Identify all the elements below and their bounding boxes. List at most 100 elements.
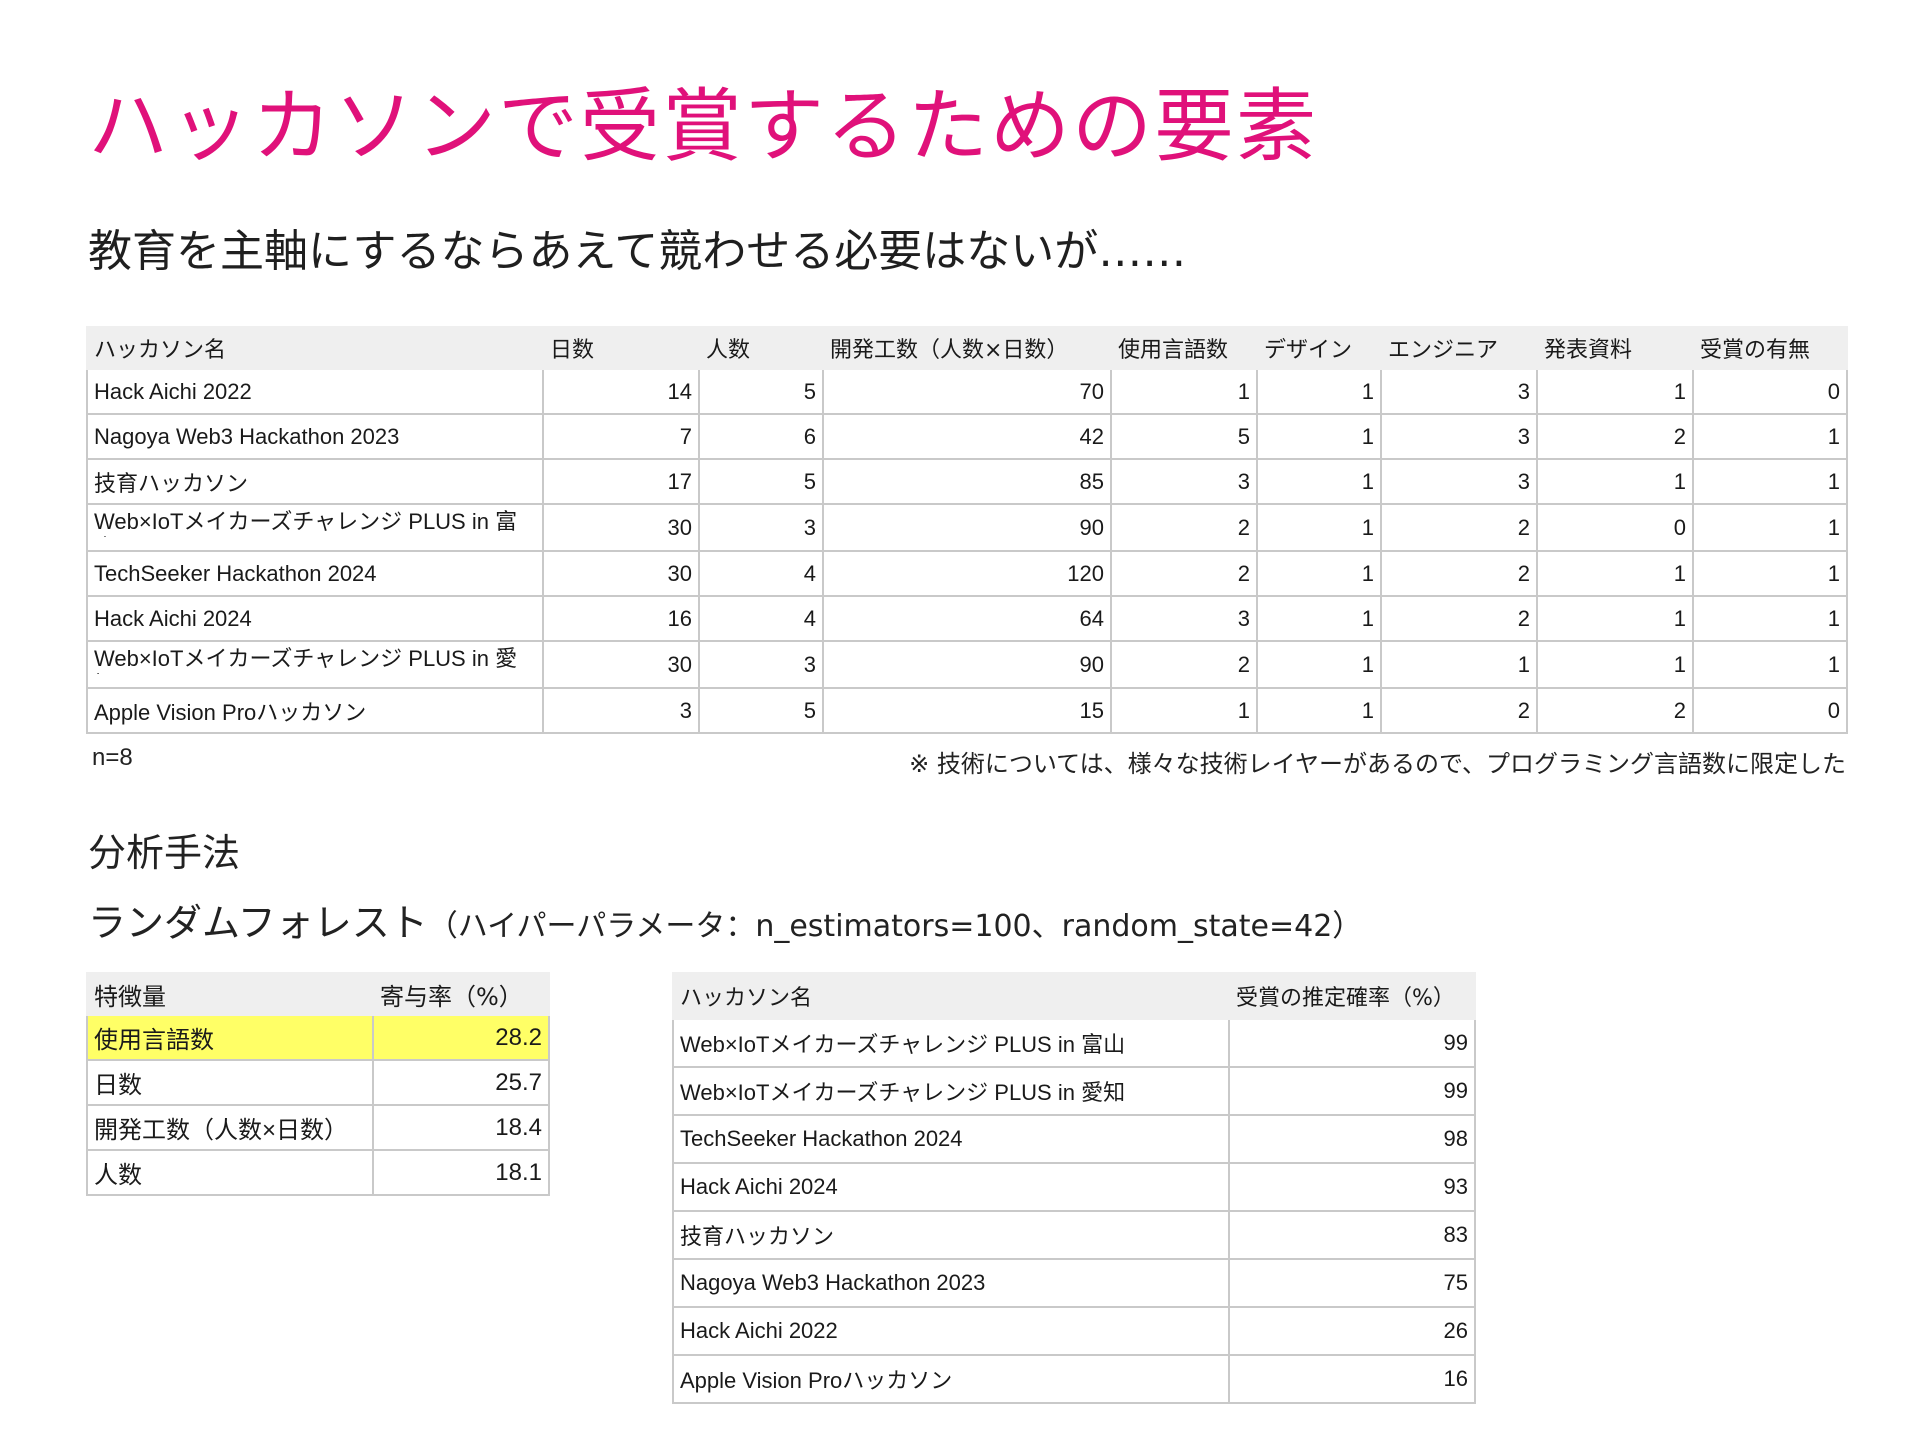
column-header: 受賞の推定確率（%） — [1228, 972, 1476, 1020]
cell-hackathon-name: Apple Vision Proハッカソン — [86, 687, 544, 734]
cell-hackathon-name: Hack Aichi 2022 — [86, 368, 544, 415]
table-row: 技育ハッカソン 17 5 85 3 1 3 1 1 — [86, 458, 1848, 505]
table-row-highlighted: 使用言語数 28.2 — [86, 1014, 550, 1061]
cell-presentation: 1 — [1536, 640, 1694, 689]
cell-engineer: 2 — [1380, 503, 1538, 552]
column-header: 受賞の有無 — [1692, 326, 1848, 370]
column-header: 使用言語数 — [1110, 326, 1258, 370]
table-row: TechSeeker Hackathon 2024 98 — [672, 1114, 1476, 1164]
cell-hackathon-name: Nagoya Web3 Hackathon 2023 — [672, 1258, 1230, 1308]
footnote: ※ 技術については、様々な技術レイヤーがあるので、プログラミング言語数に限定した — [909, 750, 1846, 778]
cell-hackathon-name: Apple Vision Proハッカソン — [672, 1354, 1230, 1404]
table-row: 技育ハッカソン 83 — [672, 1210, 1476, 1260]
cell-engineer: 2 — [1380, 687, 1538, 734]
cell-people: 3 — [698, 503, 824, 552]
cell-importance: 25.7 — [372, 1059, 550, 1106]
cell-languages: 1 — [1110, 368, 1258, 415]
table-header-row: ハッカソン名 日数 人数 開発工数（人数×日数） 使用言語数 デザイン エンジニ… — [86, 326, 1848, 370]
cell-design: 1 — [1256, 550, 1382, 597]
cell-probability: 93 — [1228, 1162, 1476, 1212]
table-row: 日数 25.7 — [86, 1059, 550, 1106]
cell-probability: 99 — [1228, 1066, 1476, 1116]
column-header: 日数 — [542, 326, 700, 370]
column-header: 特徴量 — [86, 972, 374, 1016]
cell-engineer: 3 — [1380, 368, 1538, 415]
cell-probability: 26 — [1228, 1306, 1476, 1356]
cell-languages: 3 — [1110, 595, 1258, 642]
table-row: Hack Aichi 2022 26 — [672, 1306, 1476, 1356]
column-header: 発表資料 — [1536, 326, 1694, 370]
table-row: Hack Aichi 2022 14 5 70 1 1 3 1 0 — [86, 368, 1848, 415]
cell-hackathon-name: Web×IoTメイカーズチャレンジ PLUS in 富山 — [86, 503, 544, 552]
cell-probability: 99 — [1228, 1018, 1476, 1068]
sample-size-label: n=8 — [92, 744, 133, 771]
column-header: 寄与率（%） — [372, 972, 550, 1016]
page-subtitle: 教育を主軸にするならあえて競わせる必要はないが…… — [88, 226, 1187, 277]
cell-people: 4 — [698, 595, 824, 642]
table-row: Web×IoTメイカーズチャレンジ PLUS in 富山 30 3 90 2 1… — [86, 503, 1848, 552]
cell-feature: 日数 — [86, 1059, 374, 1106]
cell-languages: 1 — [1110, 687, 1258, 734]
cell-award: 1 — [1692, 413, 1848, 460]
cell-hackathon-name: Web×IoTメイカーズチャレンジ PLUS in 富山 — [672, 1018, 1230, 1068]
cell-importance: 18.1 — [372, 1149, 550, 1196]
column-header: ハッカソン名 — [86, 326, 544, 370]
method-heading: 分析手法 — [88, 831, 241, 875]
cell-engineer: 3 — [1380, 458, 1538, 505]
cell-probability: 98 — [1228, 1114, 1476, 1164]
cell-presentation: 1 — [1536, 368, 1694, 415]
cell-hackathon-name-text: Web×IoTメイカーズチャレンジ PLUS in 富山 — [94, 509, 518, 537]
cell-presentation: 1 — [1536, 458, 1694, 505]
cell-award: 1 — [1692, 550, 1848, 597]
cell-presentation: 1 — [1536, 595, 1694, 642]
feature-importance-table: 特徴量 寄与率（%） 使用言語数 28.2 日数 25.7 開発工数（人数×日数… — [86, 972, 550, 1196]
cell-design: 1 — [1256, 413, 1382, 460]
cell-days: 14 — [542, 368, 700, 415]
table-row: Apple Vision Proハッカソン 16 — [672, 1354, 1476, 1404]
table-header-row: 特徴量 寄与率（%） — [86, 972, 550, 1016]
cell-hackathon-name: 技育ハッカソン — [86, 458, 544, 505]
table-row: 人数 18.1 — [86, 1149, 550, 1196]
cell-presentation: 0 — [1536, 503, 1694, 552]
cell-people: 5 — [698, 368, 824, 415]
cell-languages: 5 — [1110, 413, 1258, 460]
cell-design: 1 — [1256, 640, 1382, 689]
cell-languages: 2 — [1110, 503, 1258, 552]
cell-hackathon-name: Web×IoTメイカーズチャレンジ PLUS in 愛知 — [86, 640, 544, 689]
cell-engineer: 1 — [1380, 640, 1538, 689]
cell-award: 0 — [1692, 368, 1848, 415]
method-name: ランダムフォレスト — [88, 901, 428, 945]
page-title: ハッカソンで受賞するための要素 — [88, 80, 1318, 173]
cell-effort: 90 — [822, 503, 1112, 552]
cell-languages: 2 — [1110, 640, 1258, 689]
cell-award: 1 — [1692, 503, 1848, 552]
cell-effort: 70 — [822, 368, 1112, 415]
column-header: デザイン — [1256, 326, 1382, 370]
cell-design: 1 — [1256, 458, 1382, 505]
cell-probability: 83 — [1228, 1210, 1476, 1260]
cell-hackathon-name: Hack Aichi 2024 — [672, 1162, 1230, 1212]
cell-design: 1 — [1256, 368, 1382, 415]
table-row: 開発工数（人数×日数） 18.4 — [86, 1104, 550, 1151]
cell-presentation: 2 — [1536, 687, 1694, 734]
table-row: TechSeeker Hackathon 2024 30 4 120 2 1 2… — [86, 550, 1848, 597]
table-row: Hack Aichi 2024 93 — [672, 1162, 1476, 1212]
cell-days: 30 — [542, 550, 700, 597]
table-row: Nagoya Web3 Hackathon 2023 75 — [672, 1258, 1476, 1308]
cell-people: 4 — [698, 550, 824, 597]
cell-feature: 開発工数（人数×日数） — [86, 1104, 374, 1151]
cell-award: 1 — [1692, 595, 1848, 642]
cell-people: 5 — [698, 687, 824, 734]
cell-probability: 75 — [1228, 1258, 1476, 1308]
cell-effort: 120 — [822, 550, 1112, 597]
cell-days: 16 — [542, 595, 700, 642]
cell-hackathon-name: TechSeeker Hackathon 2024 — [86, 550, 544, 597]
cell-days: 17 — [542, 458, 700, 505]
cell-design: 1 — [1256, 595, 1382, 642]
column-header: ハッカソン名 — [672, 972, 1230, 1020]
cell-feature: 人数 — [86, 1149, 374, 1196]
cell-hackathon-name: 技育ハッカソン — [672, 1210, 1230, 1260]
cell-languages: 3 — [1110, 458, 1258, 505]
method-description: ランダムフォレスト（ハイパーパラメータ：n_estimators=100、ran… — [88, 892, 1362, 947]
column-header: 開発工数（人数×日数） — [822, 326, 1112, 370]
